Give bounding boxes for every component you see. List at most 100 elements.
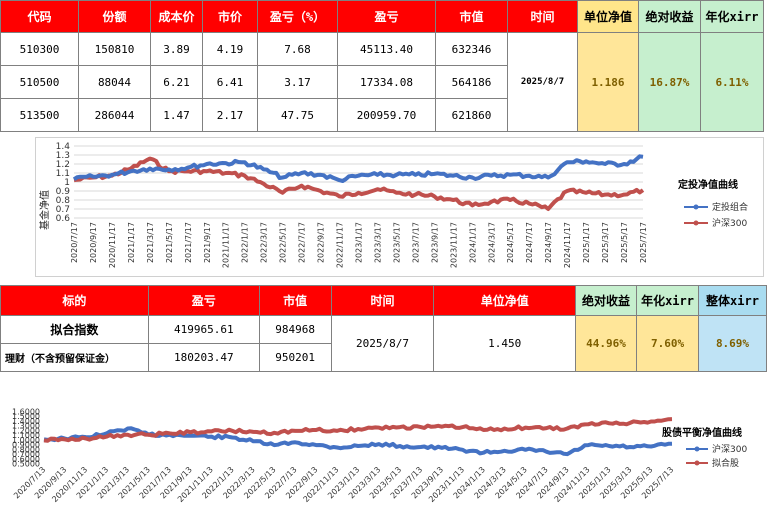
x-tick-label: 2024/1/17	[468, 222, 477, 263]
x-tick-label: 2021/9/17	[203, 222, 212, 263]
cell-price[interactable]: 2.17	[203, 99, 258, 132]
x-tick-label: 2022/1/17	[241, 222, 250, 263]
header-time[interactable]: 时间	[508, 1, 578, 33]
header-shares[interactable]: 份额	[79, 1, 151, 33]
holdings-table: 代码 份额 成本价 市价 盈亏（%） 盈亏 市值 时间 单位净值 绝对收益 年化…	[0, 0, 764, 132]
chart-title: 定投净值曲线	[678, 178, 738, 191]
cell-cost[interactable]: 6.21	[151, 66, 203, 99]
legend-dot-hs300	[694, 221, 699, 226]
cell-code[interactable]: 513500	[1, 99, 79, 132]
cell-date[interactable]: 2025/8/7	[508, 33, 578, 132]
cell-abs-return[interactable]: 44.96%	[576, 316, 637, 372]
cell-shares[interactable]: 88044	[79, 66, 151, 99]
x-tick-label: 2024/5/17	[506, 222, 515, 263]
cell-pnl[interactable]: 200959.70	[338, 99, 436, 132]
cell-date[interactable]: 2025/8/7	[331, 316, 434, 372]
cell-target[interactable]: 理财（不含预留保证金）	[1, 344, 149, 372]
cell-value[interactable]: 984968	[259, 316, 331, 344]
cell-pnl[interactable]: 17334.08	[338, 66, 436, 99]
header-xirr[interactable]: 年化xirr	[637, 286, 699, 316]
cell-nav[interactable]: 1.186	[578, 33, 639, 132]
cell-pnl-pct[interactable]: 3.17	[258, 66, 338, 99]
cell-value[interactable]: 950201	[259, 344, 331, 372]
x-tick-label: 2022/7/17	[298, 222, 307, 263]
table-header-row: 标的 盈亏 市值 时间 单位净值 绝对收益 年化xirr 整体xirr	[1, 286, 767, 316]
cell-code[interactable]: 510500	[1, 66, 79, 99]
chart-gridlines	[74, 146, 643, 218]
x-tick-label: 2021/5/17	[165, 222, 174, 263]
cell-abs-return[interactable]: 16.87%	[639, 33, 701, 132]
header-value[interactable]: 市值	[436, 1, 508, 33]
cell-value[interactable]: 564186	[436, 66, 508, 99]
cell-value[interactable]: 632346	[436, 33, 508, 66]
x-tick-label: 2022/3/17	[260, 222, 269, 263]
header-nav[interactable]: 单位净值	[578, 1, 639, 33]
cell-shares[interactable]: 150810	[79, 33, 151, 66]
cell-cost[interactable]: 3.89	[151, 33, 203, 66]
header-nav[interactable]: 单位净值	[434, 286, 576, 316]
portfolio-table: 标的 盈亏 市值 时间 单位净值 绝对收益 年化xirr 整体xirr 拟合指数…	[0, 285, 767, 372]
header-time[interactable]: 时间	[331, 286, 434, 316]
x-tick-label: 2024/7/17	[525, 222, 534, 263]
cell-total-xirr[interactable]: 8.69%	[699, 316, 767, 372]
legend-label-hs300: 沪深300	[712, 443, 747, 455]
table-row: 510300 150810 3.89 4.19 7.68 45113.40 63…	[1, 33, 764, 66]
x-tick-label: 2022/9/17	[317, 222, 326, 263]
legend-label-dca: 定投组合	[712, 201, 748, 213]
chart-y-ticks: 1.60001.50001.40001.30001.20001.10001.00…	[12, 408, 40, 469]
x-tick-label: 2023/9/17	[430, 222, 439, 263]
legend-label-fitted: 拟合股	[712, 457, 739, 469]
header-target[interactable]: 标的	[1, 286, 149, 316]
chart-x-ticks: 2020/7/132020/9/132020/11/132021/1/13202…	[12, 465, 675, 504]
header-xirr[interactable]: 年化xirr	[701, 1, 764, 33]
cell-pnl[interactable]: 45113.40	[338, 33, 436, 66]
cell-cost[interactable]: 1.47	[151, 99, 203, 132]
table-row: 拟合指数 419965.61 984968 2025/8/7 1.450 44.…	[1, 316, 767, 344]
cell-code[interactable]: 510300	[1, 33, 79, 66]
y-tick-label: 0.5000	[12, 460, 40, 469]
x-tick-label: 2021/7/17	[184, 222, 193, 263]
header-abs-return[interactable]: 绝对收益	[639, 1, 701, 33]
chart-title: 股债平衡净值曲线	[662, 426, 742, 439]
cell-xirr[interactable]: 7.60%	[637, 316, 699, 372]
x-tick-label: 2025/3/17	[601, 222, 610, 263]
header-price[interactable]: 市价	[203, 1, 258, 33]
cell-xirr[interactable]: 6.11%	[701, 33, 764, 132]
header-value[interactable]: 市值	[259, 286, 331, 316]
x-tick-label: 2020/11/17	[108, 222, 117, 268]
table-header-row: 代码 份额 成本价 市价 盈亏（%） 盈亏 市值 时间 单位净值 绝对收益 年化…	[1, 1, 764, 33]
cell-pnl[interactable]: 419965.61	[148, 316, 259, 344]
cell-target[interactable]: 拟合指数	[1, 316, 149, 344]
header-code[interactable]: 代码	[1, 1, 79, 33]
x-tick-label: 2021/1/17	[127, 222, 136, 263]
chart-series-lines	[44, 419, 672, 454]
cell-price[interactable]: 6.41	[203, 66, 258, 99]
cell-pnl[interactable]: 180203.47	[148, 344, 259, 372]
header-total-xirr[interactable]: 整体xirr	[699, 286, 767, 316]
header-pnl[interactable]: 盈亏	[148, 286, 259, 316]
x-tick-label: 2020/7/17	[70, 222, 79, 263]
cell-pnl-pct[interactable]: 7.68	[258, 33, 338, 66]
cell-pnl-pct[interactable]: 47.75	[258, 99, 338, 132]
series-line-dca	[74, 156, 643, 181]
header-pnl[interactable]: 盈亏	[338, 1, 436, 33]
x-tick-label: 2025/5/17	[620, 222, 629, 263]
cell-value[interactable]: 621860	[436, 99, 508, 132]
header-pnl-pct[interactable]: 盈亏（%）	[258, 1, 338, 33]
chart-x-ticks: 2020/7/17 2020/9/17 2020/11/17 2021/1/17 202…	[70, 222, 648, 268]
x-tick-label: 2023/7/17	[411, 222, 420, 263]
legend-dot-dca	[694, 205, 699, 210]
x-tick-label: 2020/9/17	[89, 222, 98, 263]
legend-dot-fitted	[695, 461, 700, 466]
cell-shares[interactable]: 286044	[79, 99, 151, 132]
x-tick-label: 2022/5/17	[279, 222, 288, 263]
header-cost[interactable]: 成本价	[151, 1, 203, 33]
legend-dot-hs300	[695, 447, 700, 452]
cell-nav[interactable]: 1.450	[434, 316, 576, 372]
header-abs-return[interactable]: 绝对收益	[576, 286, 637, 316]
x-tick-label: 2023/5/17	[392, 222, 401, 263]
cell-price[interactable]: 4.19	[203, 33, 258, 66]
